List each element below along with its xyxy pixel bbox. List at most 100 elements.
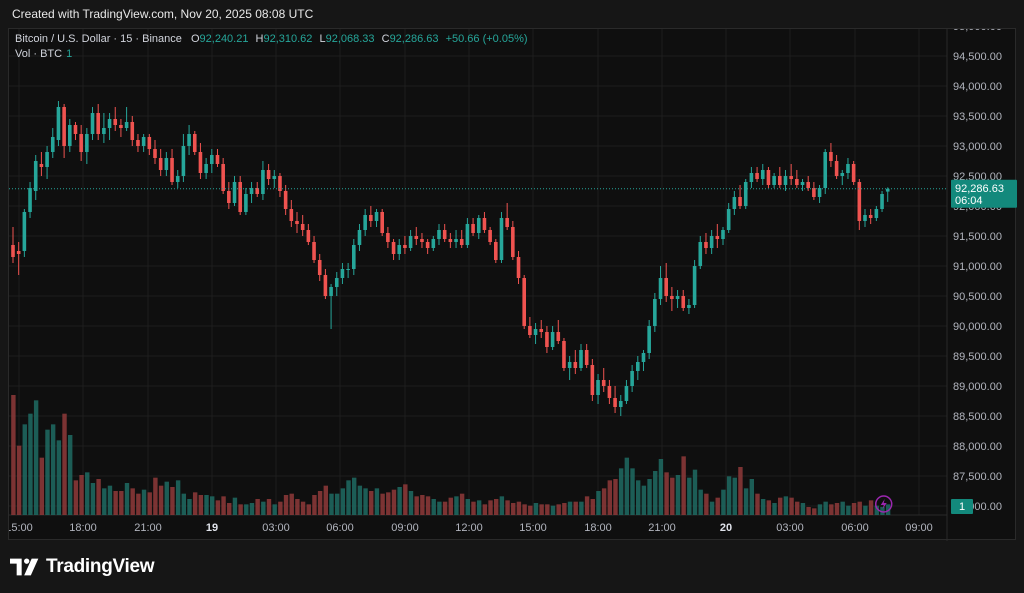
volume-bar [766,500,772,515]
candle-body [607,386,612,398]
y-tick-label: 94,500.00 [953,51,1002,63]
volume-bar [442,501,448,515]
volume-bar [584,496,590,515]
volume-bar [56,440,62,515]
volume-bar [300,501,306,515]
volume-label[interactable]: Vol · BTC [15,48,63,60]
volume-bar [329,493,334,515]
candle-body [851,164,856,182]
volume-bar [488,500,493,515]
volume-bar [414,496,419,515]
volume-bar [289,493,294,515]
candle-body [829,152,833,161]
x-tick-label: 18:00 [69,522,97,534]
candle-body [528,326,532,335]
volume-bar [511,503,516,515]
volume-bar [215,500,221,515]
volume-bar [68,435,73,515]
volume-bar [863,505,868,515]
volume-bar [749,479,754,515]
symbol-title[interactable]: Bitcoin / U.S. Dollar · 15 · Binance [15,33,182,45]
volume-bar [755,493,760,515]
volume-bar [704,493,709,515]
candle-body [62,107,66,146]
volume-bar [698,489,703,515]
volume-value: 1 [66,48,73,60]
candle-body [880,194,884,209]
volume-bar [846,505,851,515]
candle-body [73,125,78,134]
candle-body [181,146,186,176]
candle-body [596,380,600,395]
candle-body [130,122,135,140]
candle-body [772,176,776,185]
y-tick-label: 87,500.00 [953,471,1002,483]
x-tick-label: 19 [206,522,218,534]
volume-bar [16,445,22,515]
volume-bar [102,488,107,515]
candle-body [414,236,419,239]
candle-body [471,224,475,233]
candle-body [306,230,311,242]
candle-body [840,173,845,176]
volume-bar [153,477,158,515]
volume-bar [675,475,681,515]
lightning-icon[interactable] [874,495,893,513]
candle-body [505,218,509,227]
volume-bar [334,493,340,515]
volume-bar [528,505,533,515]
volume-bar [630,468,635,515]
candle-body [533,329,538,335]
volume-bar [834,503,840,515]
volume-bar [425,496,431,515]
volume-bar [567,501,573,515]
volume-bar [130,488,135,515]
tradingview-brand[interactable]: TradingView [10,554,155,580]
x-tick-label: 21:00 [648,522,676,534]
volume-bar [272,504,277,515]
candle-body [618,401,623,407]
last-price-badge [951,179,1017,208]
candle-body [198,152,203,173]
close-value: 92,286.63 [389,33,439,45]
low-label: L [319,33,326,45]
volume-bar [255,499,260,515]
volume-bar [22,424,27,515]
x-tick-label: 03:00 [262,522,290,534]
candle-body [369,215,373,221]
volume-bar [124,483,130,515]
x-tick-label: 12:00 [455,522,483,534]
volume-bar [868,500,874,515]
y-tick-label: 89,500.00 [953,351,1002,363]
high-label: H [255,33,264,45]
candle-body [738,197,742,206]
x-tick-label: 03:00 [776,522,804,534]
candle-body [124,122,129,128]
candle-body [386,233,390,242]
volume-bar [113,491,118,515]
volume-bar [431,499,436,515]
candle-body [96,113,100,134]
volume-bar [783,496,789,515]
volume-bar [408,491,414,515]
candle-body [516,257,521,278]
candle-body [522,278,526,326]
candle-body [261,170,265,194]
x-tick-label: 15:00 [9,522,33,534]
volume-bar [732,477,737,515]
candle-body [658,278,663,299]
volume-bar [601,488,607,515]
volume-bar [28,413,33,515]
candle-body [812,188,816,197]
candle-body [732,197,737,209]
x-tick-label: 09:00 [391,522,419,534]
candle-body [590,365,595,395]
candle-body [227,191,231,203]
candle-body [408,236,413,248]
price-chart[interactable]: 87,000.0087,500.0088,000.0088,500.0089,0… [9,29,1017,541]
volume-bar [653,471,658,515]
high-value: 92,310.62 [263,33,313,45]
volume-bar [420,495,425,515]
chart-frame[interactable]: 87,000.00 87,500.00 88,000.00 88,500.00 89,0… [8,28,1017,541]
candle-body [102,128,106,134]
